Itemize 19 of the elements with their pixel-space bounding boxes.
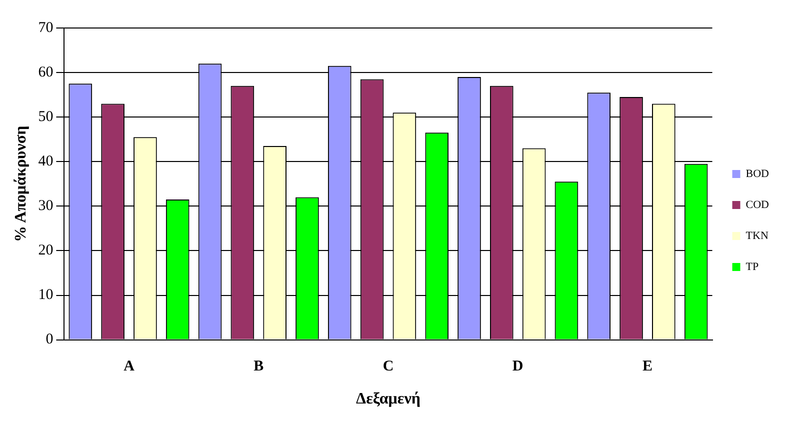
x-axis-title: Δεξαμενή — [356, 390, 420, 408]
y-axis-title: % Απομάκρυνση — [12, 126, 30, 242]
legend-label: TP — [746, 260, 759, 273]
y-tick-label: 20 — [38, 242, 54, 259]
y-tick-label: 50 — [38, 109, 54, 126]
y-tick-label: 60 — [38, 64, 54, 80]
x-tick-label: C — [382, 358, 394, 375]
y-tick-label: 30 — [38, 198, 54, 214]
y-tick-label: 40 — [38, 154, 54, 170]
x-tick-label: B — [254, 358, 264, 375]
x-tick-label: A — [124, 358, 135, 375]
legend-label: BOD — [746, 168, 770, 180]
legend-label: TKN — [746, 230, 768, 242]
y-tick-label: 70 — [38, 20, 54, 36]
legend-label: COD — [746, 198, 770, 211]
y-tick-label: 0 — [46, 332, 54, 348]
x-tick-label: D — [512, 358, 524, 375]
x-tick-label: E — [642, 358, 652, 375]
y-tick-label: 10 — [38, 287, 54, 304]
